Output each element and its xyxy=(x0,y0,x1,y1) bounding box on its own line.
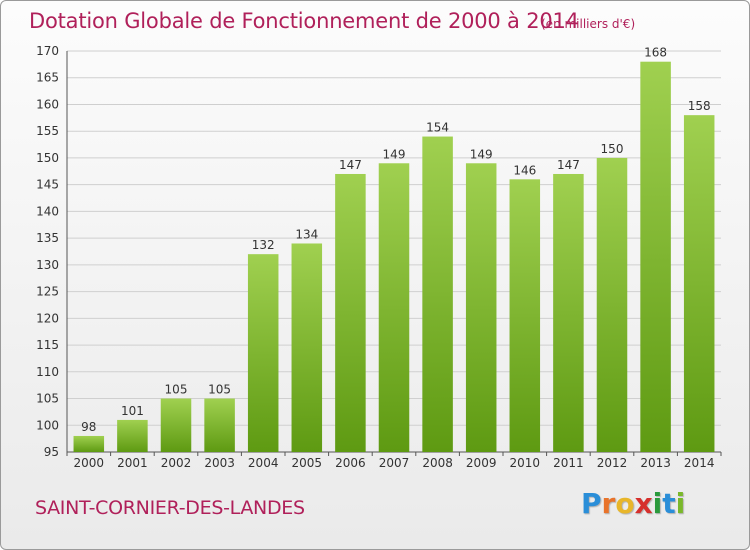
value-label: 98 xyxy=(81,420,96,434)
y-tick-label: 155 xyxy=(36,124,59,138)
value-label: 105 xyxy=(208,383,231,397)
bar-2005 xyxy=(291,243,323,452)
bar-2011 xyxy=(553,173,584,452)
x-tick-label: 2001 xyxy=(117,456,148,470)
value-label: 134 xyxy=(295,227,318,241)
value-label: 101 xyxy=(121,404,144,418)
y-tick-label: 125 xyxy=(36,285,59,299)
logo-letter: t xyxy=(662,487,676,520)
chart-title: Dotation Globale de Fonctionnement de 20… xyxy=(29,9,579,33)
bar-2000 xyxy=(73,435,105,452)
bars xyxy=(73,61,715,453)
bar-2009 xyxy=(465,163,497,452)
unit-note: (en milliers d'€) xyxy=(541,17,636,31)
x-tick-label: 2014 xyxy=(684,456,715,470)
logo-letter: o xyxy=(615,487,635,520)
y-tick-label: 165 xyxy=(36,71,59,85)
x-tick-label: 2002 xyxy=(161,456,192,470)
logo-letter: x xyxy=(634,487,653,520)
x-tick-label: 2008 xyxy=(422,456,453,470)
logo-letter: r xyxy=(601,487,616,520)
logo-letter: i xyxy=(675,487,686,520)
y-tick-label: 120 xyxy=(36,311,59,325)
x-tick-label: 2009 xyxy=(466,456,497,470)
proxiti-logo: Proxiti xyxy=(581,487,685,520)
bar-2007 xyxy=(378,163,410,452)
commune-name: SAINT-CORNIER-DES-LANDES xyxy=(35,497,305,519)
y-tick-label: 135 xyxy=(36,231,59,245)
bar-2013 xyxy=(640,61,671,453)
logo-letter: P xyxy=(581,487,602,520)
value-label: 158 xyxy=(688,99,711,113)
bar-2001 xyxy=(117,419,148,452)
value-label: 168 xyxy=(644,46,667,60)
x-tick-label: 2005 xyxy=(292,456,323,470)
bar-2004 xyxy=(247,254,279,452)
x-tick-label: 2004 xyxy=(248,456,279,470)
value-label: 105 xyxy=(165,383,188,397)
bar-2003 xyxy=(204,398,235,452)
y-tick-label: 170 xyxy=(36,44,59,58)
value-label: 154 xyxy=(426,121,449,135)
value-label: 132 xyxy=(252,238,275,252)
y-tick-label: 140 xyxy=(36,204,59,218)
y-tick-label: 160 xyxy=(36,97,59,111)
bar-2012 xyxy=(596,157,628,452)
x-tick-label: 2006 xyxy=(335,456,366,470)
x-tick-label: 2000 xyxy=(74,456,105,470)
y-tick-label: 115 xyxy=(36,338,59,352)
bar-2008 xyxy=(422,136,453,452)
y-tick-label: 105 xyxy=(36,392,59,406)
value-label: 147 xyxy=(339,158,362,172)
bar-2010 xyxy=(509,179,541,452)
bar-2002 xyxy=(160,398,192,452)
labels: 95 100 105 110 115 120 125 130 135 140 145 150 155 16… xyxy=(36,44,714,470)
value-label: 149 xyxy=(383,147,406,161)
y-tick-label: 95 xyxy=(44,445,59,459)
x-tick-label: 2007 xyxy=(379,456,410,470)
y-tick-label: 100 xyxy=(36,418,59,432)
value-label: 150 xyxy=(601,142,624,156)
logo-letter: i xyxy=(652,487,663,520)
x-tick-label: 2010 xyxy=(510,456,541,470)
y-tick-label: 145 xyxy=(36,178,59,192)
bar-2006 xyxy=(335,173,366,452)
x-tick-label: 2013 xyxy=(640,456,671,470)
value-label: 149 xyxy=(470,147,493,161)
y-tick-label: 110 xyxy=(36,365,59,379)
x-tick-label: 2011 xyxy=(553,456,584,470)
y-tick-label: 130 xyxy=(36,258,59,272)
value-label: 146 xyxy=(513,163,536,177)
value-label: 147 xyxy=(557,158,580,172)
bar-2014 xyxy=(683,115,715,452)
y-tick-label: 150 xyxy=(36,151,59,165)
x-tick-label: 2003 xyxy=(204,456,235,470)
x-tick-label: 2012 xyxy=(597,456,628,470)
